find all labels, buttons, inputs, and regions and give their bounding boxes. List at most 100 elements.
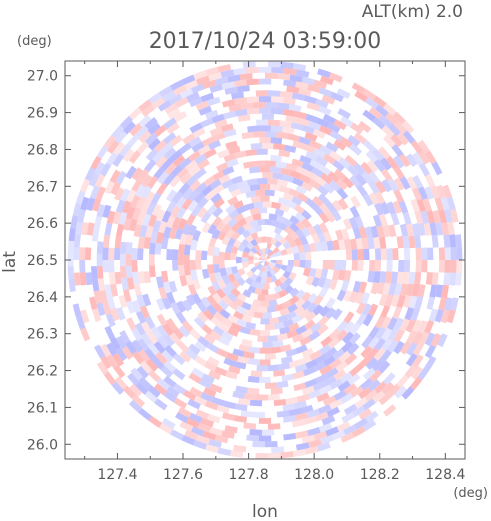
echo-cell bbox=[92, 308, 102, 323]
echo-cell bbox=[244, 202, 255, 211]
echo-cell bbox=[104, 284, 113, 298]
echo-cell bbox=[119, 143, 132, 157]
echo-cell bbox=[168, 227, 178, 240]
echo-cell bbox=[253, 201, 263, 209]
echo-cell bbox=[212, 206, 224, 218]
echo-cell bbox=[73, 247, 80, 260]
echo-cell bbox=[260, 318, 270, 325]
echo-cell bbox=[332, 348, 345, 361]
echo-cell bbox=[234, 108, 248, 117]
echo-cell bbox=[299, 308, 311, 320]
echo-cell bbox=[323, 230, 332, 242]
echo-cell bbox=[405, 283, 414, 297]
echo-cell bbox=[181, 74, 196, 85]
echo-cell bbox=[265, 256, 271, 260]
echo-cell bbox=[313, 223, 323, 235]
echo-cell bbox=[347, 373, 361, 386]
echo-cell bbox=[221, 81, 235, 90]
echo-cell bbox=[371, 148, 385, 162]
echo-cell bbox=[141, 321, 152, 335]
echo-cell bbox=[332, 239, 340, 251]
echo-cell bbox=[104, 325, 115, 340]
echo-cell bbox=[250, 273, 258, 282]
echo-cell bbox=[221, 412, 236, 421]
echo-cell bbox=[321, 415, 336, 426]
echo-cell bbox=[411, 223, 420, 237]
echo-cell bbox=[241, 229, 251, 239]
echo-cell bbox=[227, 327, 239, 337]
echo-cell bbox=[227, 183, 239, 193]
echo-cell bbox=[393, 189, 404, 203]
echo-cell bbox=[121, 346, 134, 360]
echo-cell bbox=[364, 389, 378, 402]
echo-cell bbox=[203, 175, 216, 187]
echo-cell bbox=[143, 271, 151, 284]
echo-cell bbox=[414, 271, 422, 285]
echo-cell bbox=[204, 361, 217, 372]
echo-cell bbox=[379, 349, 392, 363]
echo-cell bbox=[221, 317, 233, 328]
echo-cell bbox=[217, 230, 227, 241]
echo-cell bbox=[424, 186, 435, 200]
echo-cell bbox=[294, 237, 303, 247]
echo-cell bbox=[386, 260, 393, 272]
echo-cell bbox=[163, 390, 177, 403]
echo-cell bbox=[283, 192, 294, 202]
echo-cell bbox=[131, 328, 143, 342]
echo-cell bbox=[327, 337, 340, 349]
echo-cell bbox=[139, 360, 153, 374]
echo-cell bbox=[202, 79, 217, 89]
echo-cell bbox=[234, 415, 247, 423]
echo-cell bbox=[185, 274, 194, 286]
echo-cell bbox=[319, 212, 330, 224]
echo-cell bbox=[287, 303, 298, 313]
echo-cell bbox=[403, 260, 411, 273]
echo-cell bbox=[204, 189, 216, 202]
echo-cell bbox=[96, 203, 106, 218]
echo-cell bbox=[197, 158, 210, 170]
echo-cell bbox=[245, 149, 257, 157]
echo-cell bbox=[221, 223, 232, 234]
echo-cell bbox=[399, 341, 412, 355]
echo-cell bbox=[102, 247, 109, 260]
echo-cell bbox=[218, 322, 231, 333]
echo-cell bbox=[398, 260, 405, 273]
echo-cell bbox=[195, 100, 210, 111]
echo-cell bbox=[305, 170, 318, 181]
echo-cell bbox=[213, 311, 225, 323]
echo-cell bbox=[212, 264, 221, 274]
echo-cell bbox=[280, 248, 288, 256]
echo-cell bbox=[211, 280, 221, 292]
echo-cell bbox=[278, 362, 291, 371]
echo-cell bbox=[209, 427, 223, 437]
echo-cell bbox=[127, 372, 140, 386]
echo-cell bbox=[303, 366, 316, 377]
echo-cell bbox=[412, 175, 424, 189]
echo-cell bbox=[417, 366, 430, 381]
y-unit-label: (deg) bbox=[17, 34, 52, 49]
echo-cell bbox=[208, 272, 217, 283]
echo-cell bbox=[434, 309, 444, 323]
echo-cell bbox=[121, 200, 132, 214]
echo-cell bbox=[214, 119, 228, 129]
echo-cell bbox=[313, 79, 328, 89]
echo-cell bbox=[309, 139, 322, 150]
echo-cell bbox=[249, 429, 262, 436]
echo-cell bbox=[239, 185, 251, 194]
echo-cell bbox=[154, 242, 162, 255]
echo-cell bbox=[95, 186, 106, 200]
echo-cell bbox=[138, 114, 152, 128]
echo-cell bbox=[390, 294, 400, 308]
echo-cell bbox=[418, 331, 430, 346]
echo-cell bbox=[161, 417, 176, 430]
echo-cell bbox=[294, 110, 307, 120]
echo-cell bbox=[152, 220, 162, 233]
echo-cell bbox=[188, 372, 202, 384]
echo-cell bbox=[455, 272, 462, 286]
echo-cell bbox=[401, 386, 415, 400]
echo-cell bbox=[258, 66, 272, 73]
echo-cell bbox=[236, 205, 247, 215]
echo-cell bbox=[428, 308, 438, 323]
echo-cell bbox=[271, 96, 284, 103]
echo-cell bbox=[179, 233, 188, 245]
